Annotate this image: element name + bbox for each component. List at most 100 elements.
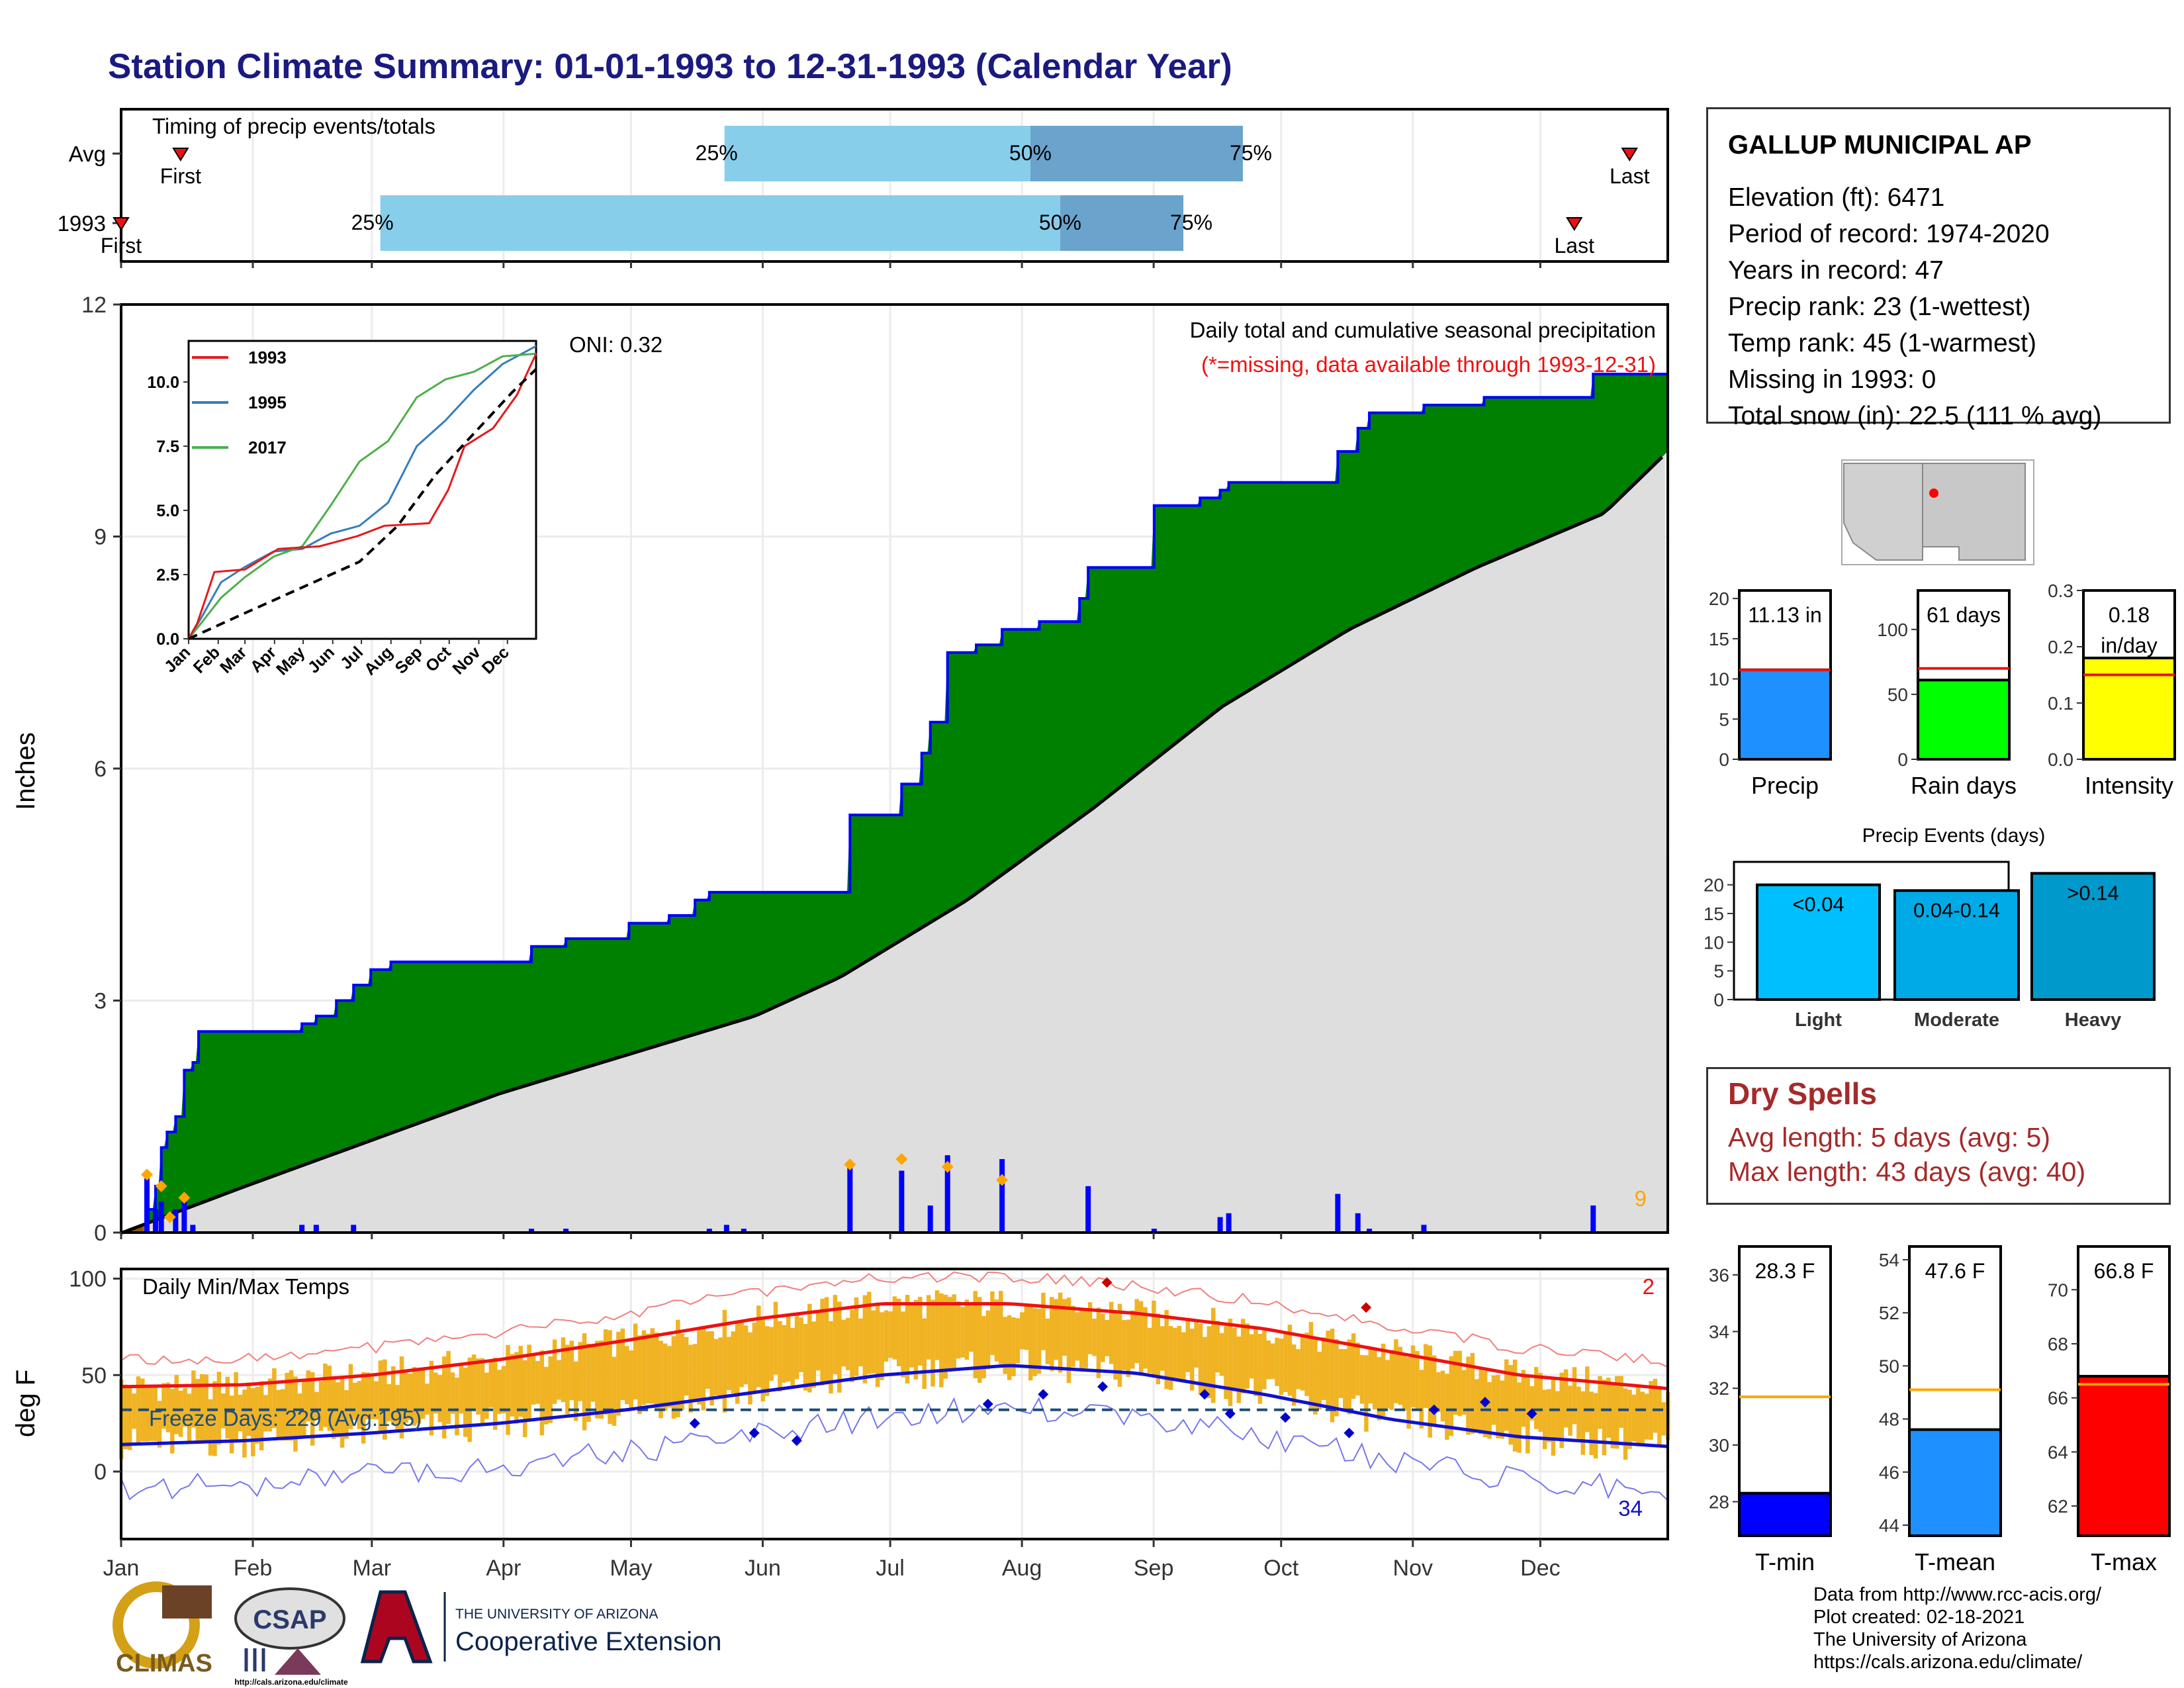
temp-daily-range: [1071, 1305, 1075, 1367]
temp-daily-range: [1385, 1360, 1390, 1409]
temp-daily-range: [684, 1336, 689, 1396]
temp-daily-range: [1555, 1391, 1560, 1441]
tmean-bar-tick-label: 44: [1879, 1515, 1899, 1536]
temp-record-max-line: [120, 1271, 1668, 1368]
precip-daily-bar: [723, 1225, 729, 1233]
temp-daily-range: [608, 1330, 612, 1425]
temp-daily-range: [187, 1393, 192, 1444]
temp-daily-range: [212, 1381, 217, 1456]
temp-daily-range: [1041, 1292, 1046, 1350]
temp-daily-range: [433, 1372, 438, 1414]
temp-ytick-label: 50: [81, 1363, 107, 1388]
temp-daily-range: [216, 1372, 222, 1445]
temp-daily-range: [731, 1331, 736, 1393]
temp-daily-range: [1253, 1327, 1258, 1397]
temp-daily-range: [251, 1388, 255, 1456]
temp-daily-range: [829, 1321, 833, 1394]
temp-daily-range: [242, 1389, 247, 1458]
temp-daily-range: [1398, 1346, 1403, 1405]
inset-ytick-label: 2.5: [156, 566, 179, 585]
temp-daily-range: [697, 1327, 702, 1405]
temp-daily-range: [390, 1366, 396, 1425]
temp-daily-range: [1143, 1307, 1148, 1369]
temp-daily-range: [841, 1319, 846, 1367]
tmean-bar-tick-label: 46: [1879, 1462, 1899, 1483]
temp-daily-range: [629, 1350, 633, 1409]
temp-daily-range: [892, 1296, 897, 1360]
temp-daily-range: [280, 1389, 285, 1441]
event-bar-heavy: [2030, 872, 2156, 1002]
temp-daily-range: [557, 1360, 561, 1400]
temp-daily-range: [1087, 1302, 1093, 1354]
precip-bar: [1733, 589, 1832, 761]
temp-daily-range: [1330, 1329, 1335, 1423]
temp-daily-range: [1649, 1381, 1653, 1440]
temp-daily-range: [637, 1335, 642, 1415]
temp-daily-range: [1576, 1386, 1581, 1439]
temp-daily-range: [833, 1295, 838, 1374]
temp-daily-range: [1504, 1359, 1509, 1431]
temp-daily-range: [1003, 1317, 1007, 1374]
inset-frame: [187, 340, 537, 640]
temp-daily-range: [148, 1385, 154, 1441]
temp-daily-range: [289, 1370, 294, 1441]
map-new-mexico: [1922, 463, 2026, 561]
month-label: Apr: [486, 1556, 521, 1581]
temp-daily-range: [858, 1318, 863, 1367]
temp-daily-range: [221, 1393, 226, 1429]
temp-daily-range: [383, 1359, 387, 1440]
temp-record-low-marker: [982, 1399, 993, 1409]
temp-daily-range: [272, 1368, 277, 1429]
temp-daily-range: [990, 1291, 995, 1356]
temp-daily-range: [1475, 1379, 1479, 1430]
temp-daily-range: [1156, 1313, 1161, 1385]
temp-daily-range: [1453, 1350, 1458, 1415]
temp-daily-range: [1533, 1367, 1539, 1429]
temp-daily-range: [1066, 1297, 1071, 1383]
precip-above-avg-area: [121, 371, 1668, 1233]
timing-last-marker: [1621, 148, 1639, 162]
temp-daily-range: [1011, 1317, 1016, 1377]
temp-daily-range: [1466, 1356, 1471, 1435]
temp-daily-range: [845, 1317, 850, 1370]
precip-daily-bar: [741, 1229, 747, 1233]
temp-daily-range: [1585, 1366, 1590, 1432]
temp-daily-range: [1359, 1354, 1365, 1404]
tmax-bar-tick-label: 62: [2048, 1496, 2068, 1517]
precip-bar-tick-label: 20: [1709, 588, 1729, 609]
csap-rain-icon: [244, 1648, 265, 1671]
timing-p50-label: 50%: [1039, 211, 1081, 234]
temp-daily-range: [999, 1291, 1003, 1364]
timing-panel-frame: [120, 108, 1669, 263]
tmean-bar-tick-label: 48: [1879, 1409, 1899, 1430]
precip-heavy-marker: [141, 1168, 154, 1181]
temp-daily-range: [1551, 1379, 1556, 1456]
temp-daily-range: [374, 1381, 379, 1420]
tmean-bar-tick-label: 50: [1879, 1356, 1899, 1376]
temp-daily-range: [127, 1387, 132, 1450]
raindays-bar-fill: [1917, 679, 2011, 761]
temp-avg-max-line: [120, 1301, 1668, 1391]
event-category-label: Heavy: [2065, 1009, 2121, 1031]
temp-daily-range: [1126, 1319, 1131, 1378]
tmax-bar-tick-label: 68: [2048, 1334, 2068, 1354]
temp-daily-range: [302, 1380, 306, 1438]
temp-daily-range: [573, 1361, 578, 1421]
temp-daily-range: [412, 1366, 417, 1426]
precip-bar-tick-label: 5: [1719, 709, 1729, 729]
ua-a-icon: [360, 1590, 433, 1664]
temp-record-low-marker: [1280, 1412, 1291, 1423]
temp-daily-range: [671, 1336, 676, 1419]
inset-2017-line: [187, 352, 537, 639]
temp-daily-range: [654, 1333, 659, 1411]
temp-daily-range: [722, 1309, 727, 1413]
timing-bar-50-75: [1030, 126, 1243, 181]
temp-daily-range: [688, 1344, 693, 1413]
freeze-days-label: Freeze Days: 229 (Avg:195): [149, 1406, 422, 1430]
precip-daily-bar: [173, 1209, 179, 1233]
temp-daily-range: [569, 1340, 574, 1401]
temp-daily-range: [522, 1360, 527, 1438]
temp-daily-range: [1449, 1356, 1454, 1436]
temp-daily-range: [773, 1301, 778, 1375]
temp-record-min-line: [120, 1397, 1668, 1501]
